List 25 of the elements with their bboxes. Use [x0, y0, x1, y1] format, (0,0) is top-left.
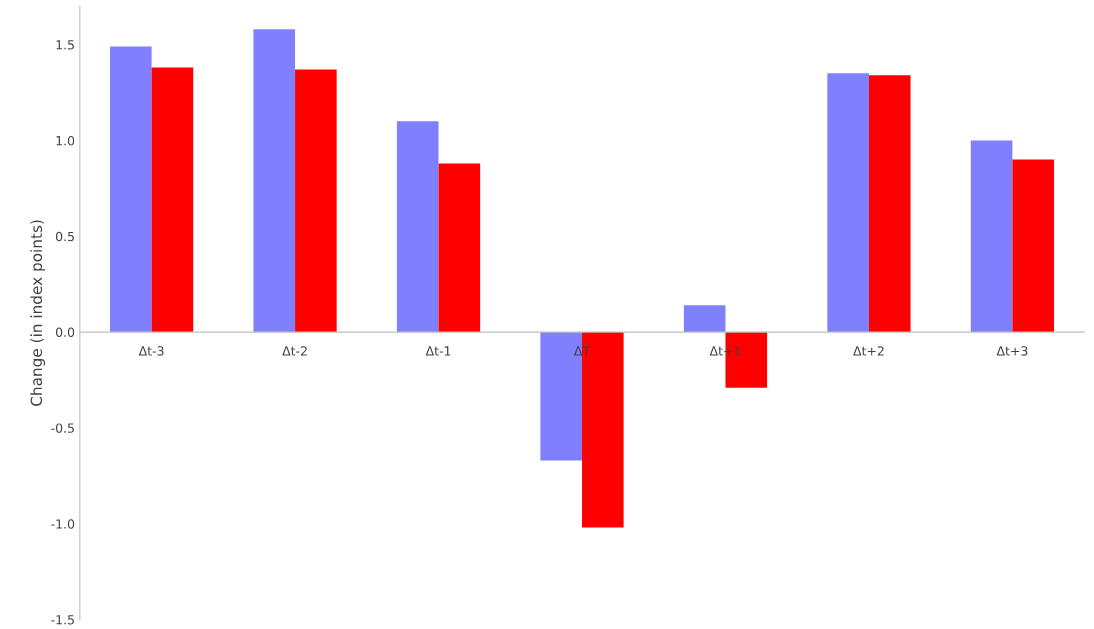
y-tick-label: -0.5	[51, 423, 74, 433]
bar	[109, 46, 152, 333]
y-tick-label: -1.5	[51, 615, 74, 625]
bar	[1012, 159, 1055, 333]
y-axis-title: Change (in index points)	[30, 220, 46, 406]
x-tick-label: Δt+3	[996, 346, 1028, 356]
bar	[827, 73, 869, 333]
bar	[868, 75, 911, 333]
y-tick-label: 1.0	[56, 135, 75, 146]
x-tick-label: ΔT	[574, 346, 591, 356]
x-tick-label: Δt-3	[138, 346, 164, 356]
y-tick-label: -1.0	[51, 519, 75, 529]
x-tick-label: Δt+2	[853, 346, 884, 356]
bar	[295, 69, 337, 333]
y-tick-label: 0.5	[55, 231, 74, 242]
bar	[683, 305, 726, 333]
bar	[438, 163, 481, 333]
x-tick-label: Δt-1	[425, 346, 451, 356]
bar	[253, 29, 296, 333]
bar	[151, 67, 194, 333]
x-tick-label: Δt-2	[282, 346, 307, 356]
bar	[970, 140, 1013, 333]
y-tick-label: 0.0	[55, 327, 75, 338]
bar	[396, 121, 439, 333]
y-tick-label: 1.5	[56, 40, 74, 50]
